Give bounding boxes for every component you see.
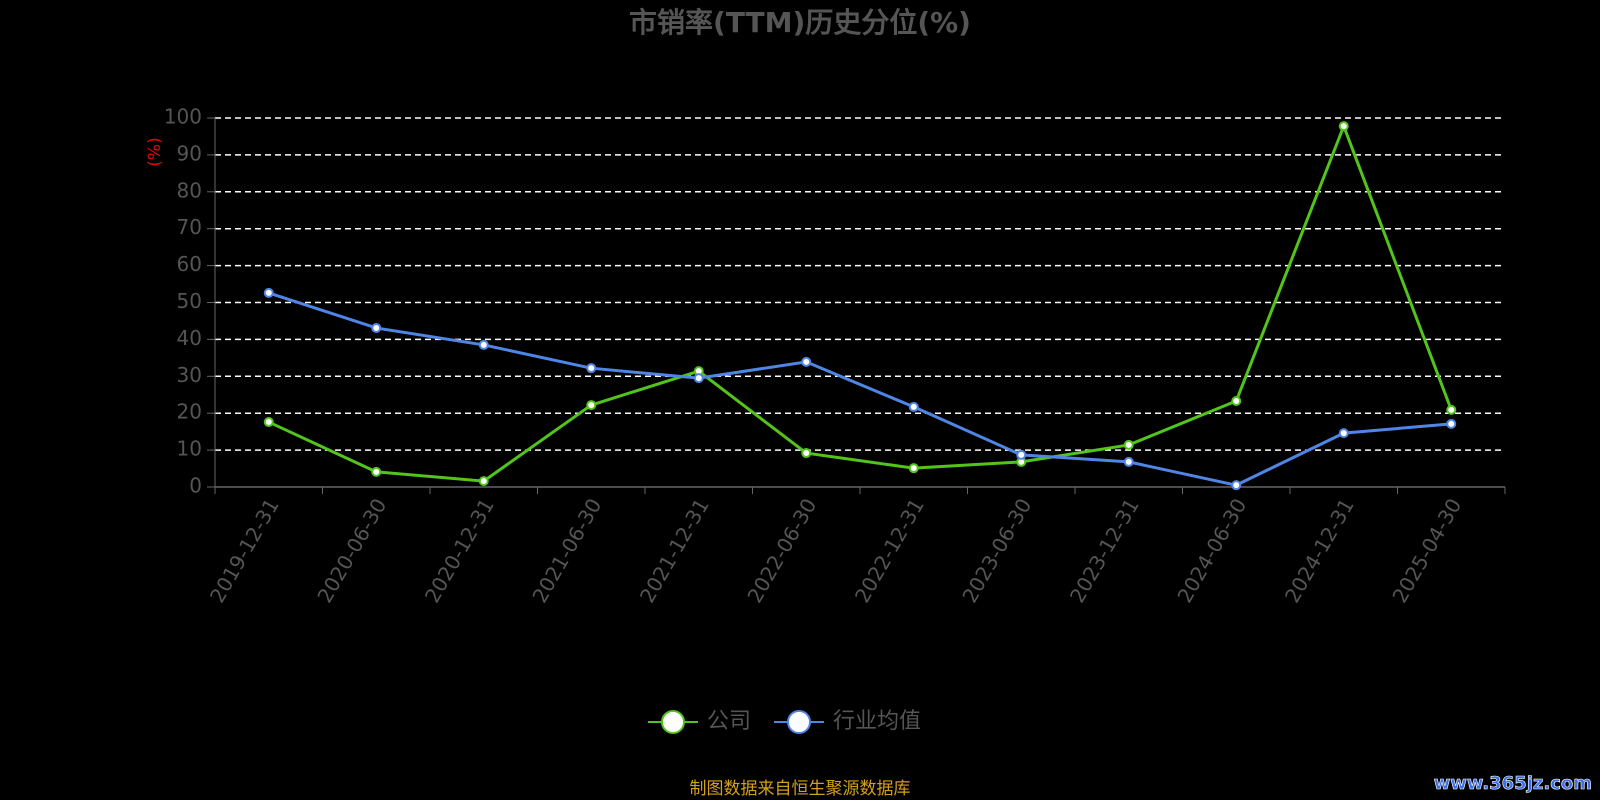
data-point [478,339,489,350]
y-tick-label: 20 [177,400,202,424]
data-point [1338,121,1349,132]
data-point [371,466,382,477]
data-point [1123,456,1134,467]
chart-title: 市销率(TTM)历史分位(%) [629,6,971,39]
data-point [586,363,597,374]
series-line [268,291,1452,487]
y-tick-label: 100 [164,105,202,129]
data-point [801,448,812,459]
data-point [908,463,919,474]
data-point [1338,428,1349,439]
y-tick-label: 40 [177,326,202,350]
data-point [1446,418,1457,429]
watermark: www.365jz.com [1434,773,1592,794]
data-point [371,322,382,333]
data-point [1446,404,1457,415]
legend-marker [661,710,685,734]
data-point [1016,449,1027,460]
source-note: 制图数据来自恒生聚源数据库 [690,779,911,799]
data-point [693,373,704,384]
legend-label: 公司 [707,709,751,734]
y-tick-label: 50 [177,289,202,313]
y-axis-label: (%) [145,137,165,166]
y-tick-label: 80 [177,178,202,202]
data-point [263,287,274,298]
data-point [908,401,919,412]
legend-item: 公司 [648,709,751,734]
data-point [1231,480,1242,491]
y-tick-label: 90 [177,141,202,165]
y-tick-label: 30 [177,363,202,387]
series-line [268,121,1453,483]
data-point [1123,439,1134,450]
y-tick-label: 10 [177,437,202,461]
data-point [801,356,812,367]
y-tick-label: 0 [189,474,202,498]
y-tick-label: 60 [177,252,202,276]
legend-label: 行业均值 [833,709,921,734]
data-point [586,400,597,411]
legend-marker [787,710,812,734]
data-point [1231,396,1242,407]
legend-item: 行业均值 [774,709,921,734]
data-point [263,417,274,428]
y-tick-label: 70 [177,215,202,239]
data-point [478,476,489,487]
